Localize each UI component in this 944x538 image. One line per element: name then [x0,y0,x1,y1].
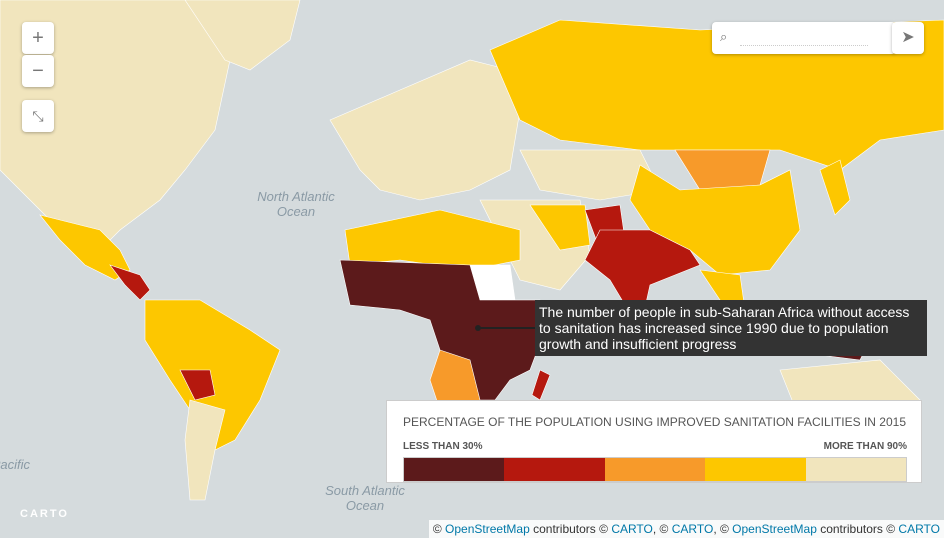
fullscreen[interactable]: ⤡ [22,100,54,132]
ocean-label: Ocean [277,204,315,219]
attribution-link[interactable]: CARTO [898,522,940,536]
share-button[interactable]: ➤ [892,22,924,54]
search-box[interactable]: ⌕ [712,22,896,54]
attribution-link[interactable]: OpenStreetMap [445,522,530,536]
attribution-text: © [432,522,446,536]
attribution-text: contributors © [816,522,899,536]
legend-swatch [805,458,907,481]
legend-min-label: LESS THAN 30% [403,441,483,452]
legend-swatch [504,458,605,481]
ocean-label: Pacific [0,457,30,472]
attribution: © OpenStreetMap contributors © CARTO, © … [428,520,944,538]
attribution-text: , © [652,522,672,536]
ocean-label: South Atlantic [325,483,405,498]
annotation: The number of people in sub-Saharan Afri… [535,300,927,356]
carto-logo: CARTO [20,508,69,520]
legend-swatch [705,458,806,481]
zoom-out[interactable]: − [22,55,54,87]
legend-title: PERCENTAGE OF THE POPULATION USING IMPRO… [403,415,906,429]
legend-swatch [404,458,505,481]
legend-scale [403,457,907,482]
attribution-text: , © [713,522,733,536]
legend-swatch [604,458,706,481]
zoom-in[interactable]: + [22,22,54,54]
annotation-dot [475,325,481,331]
legend-max-label: MORE THAN 90% [823,441,907,452]
attribution-text: contributors © [529,522,612,536]
land [0,0,944,501]
attribution-link[interactable]: CARTO [671,522,714,536]
attribution-link[interactable]: OpenStreetMap [732,522,817,536]
ocean-label: North Atlantic [257,189,335,204]
attribution-link[interactable]: CARTO [611,522,653,536]
legend: PERCENTAGE OF THE POPULATION USING IMPRO… [386,400,922,483]
ocean-label: Ocean [346,498,384,513]
